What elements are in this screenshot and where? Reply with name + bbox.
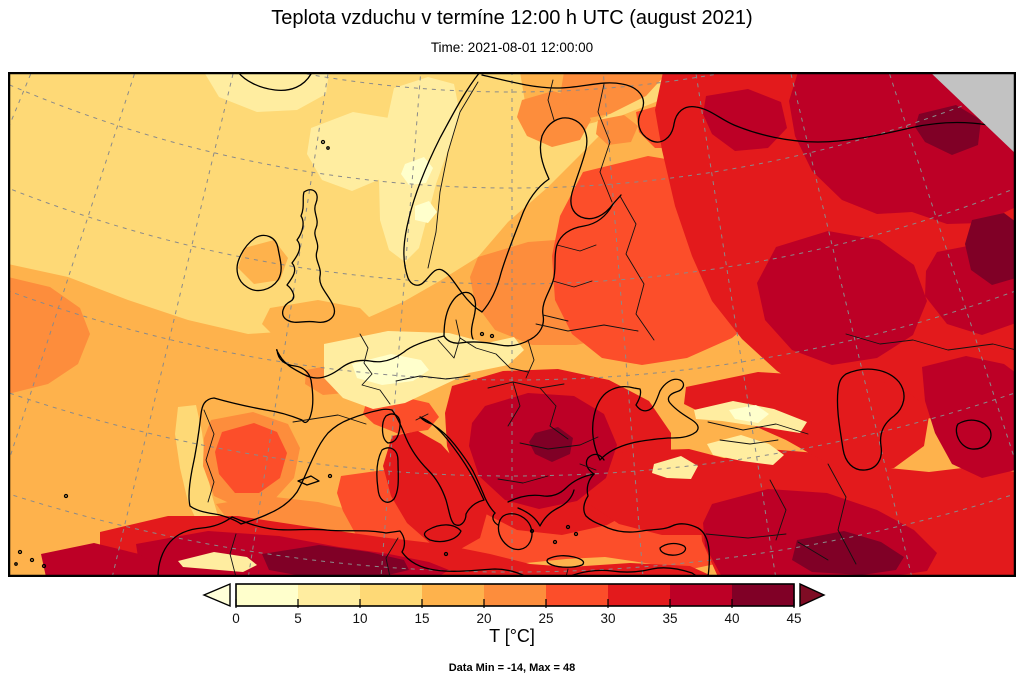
- colorbar-tick-label: 40: [724, 611, 739, 626]
- colorbar-tick-label: 30: [600, 611, 615, 626]
- colorbar-segment: [670, 584, 733, 606]
- colorbar: 0 5 10 15 20 25 30 35 40 45: [202, 582, 826, 626]
- temperature-map: [8, 72, 1016, 577]
- colorbar-segment: [732, 584, 795, 606]
- colorbar-tick-label: 10: [352, 611, 367, 626]
- colorbar-tick-label: 25: [538, 611, 553, 626]
- country-borders: [203, 79, 1016, 577]
- colorbar-segment: [236, 584, 299, 606]
- graticule-grid: [8, 72, 1016, 577]
- colorbar-segment: [422, 584, 485, 606]
- no-data-corner: [930, 72, 1016, 154]
- colorbar-over-arrow-icon: [799, 582, 826, 608]
- colorbar-tick-label: 20: [476, 611, 491, 626]
- map-frame: [8, 72, 1016, 577]
- page-title: Teplota vzduchu v termíne 12:00 h UTC (a…: [271, 7, 753, 29]
- colorbar-tick-label: 35: [662, 611, 677, 626]
- data-minmax-annotation: Data Min = -14, Max = 48: [448, 662, 576, 674]
- colorbar-outline: [235, 583, 795, 607]
- colorbar-segment: [298, 584, 361, 606]
- colorbar-label: T [°C]: [489, 626, 535, 646]
- colorbar-under-arrow-icon: [202, 582, 231, 608]
- colorbar-tick-label: 5: [294, 611, 302, 626]
- colorbar-segment: [484, 584, 547, 606]
- colorbar-tick-label: 0: [232, 611, 240, 626]
- time-subtitle: Time: 2021-08-01 12:00:00: [430, 40, 594, 55]
- colorbar-tick-label: 15: [414, 611, 429, 626]
- colorbar-segment: [360, 584, 423, 606]
- colorbar-segment: [608, 584, 671, 606]
- colorbar-segment: [546, 584, 609, 606]
- colorbar-tick-label: 45: [786, 611, 801, 626]
